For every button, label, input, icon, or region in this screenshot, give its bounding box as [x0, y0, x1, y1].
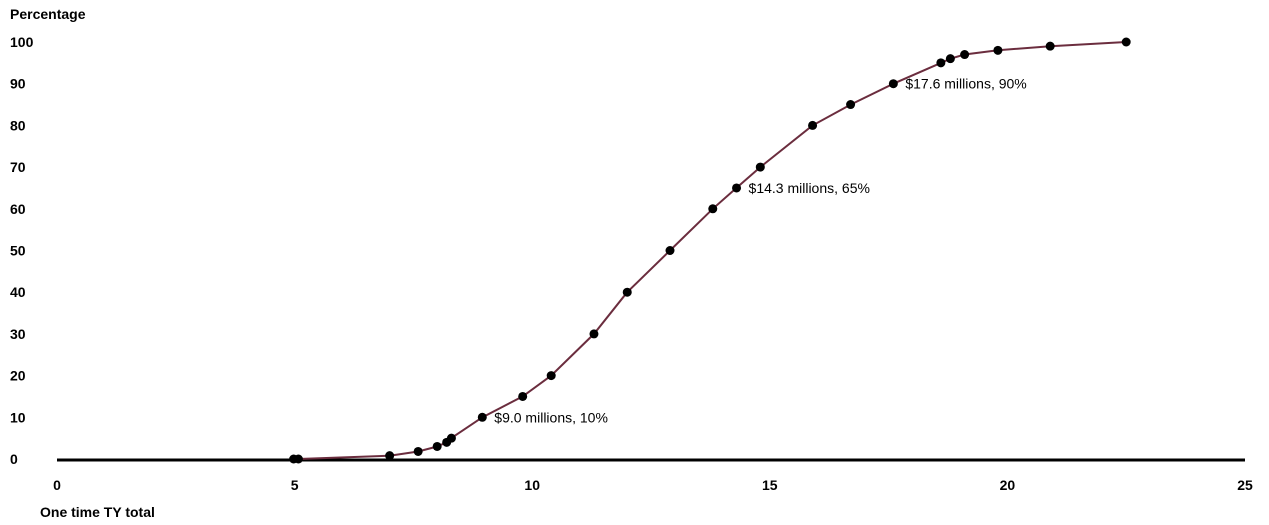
data-points	[289, 37, 1131, 464]
y-tick-label: 90	[10, 76, 26, 92]
data-point	[413, 446, 423, 456]
y-tick-label: 100	[10, 34, 34, 50]
data-point	[960, 50, 970, 60]
y-tick-label: 30	[10, 326, 26, 342]
data-point	[518, 391, 528, 401]
data-point	[708, 204, 718, 214]
data-point	[945, 54, 955, 64]
data-point	[755, 162, 765, 172]
data-point	[936, 58, 946, 68]
x-tick-label: 20	[1000, 477, 1016, 493]
data-point	[665, 246, 675, 255]
y-tick-label: 40	[10, 284, 26, 300]
point-annotation: $9.0 millions, 10%	[494, 409, 608, 425]
data-point	[432, 441, 442, 451]
y-tick-label: 50	[10, 243, 26, 259]
data-point	[477, 412, 487, 422]
y-axis-ticks: 0 10 20 30 40 50 60 70 80 90 100	[10, 34, 34, 467]
data-point	[546, 371, 556, 381]
y-tick-label: 20	[10, 368, 26, 384]
annotations: $9.0 millions, 10% $14.3 millions, 65% $17…	[494, 76, 1026, 426]
data-point	[846, 100, 856, 110]
data-point	[385, 451, 395, 461]
x-axis-ticks: 0 5 10 15 20 25	[53, 477, 1253, 493]
series-line	[293, 41, 1127, 460]
data-point	[293, 454, 303, 464]
data-point	[888, 79, 898, 89]
y-tick-label: 10	[10, 409, 26, 425]
data-point	[732, 183, 742, 193]
x-tick-label: 25	[1237, 477, 1253, 493]
y-tick-label: 60	[10, 201, 26, 217]
data-point	[1121, 37, 1131, 47]
data-point	[446, 433, 456, 443]
y-tick-label: 80	[10, 117, 26, 133]
y-axis-title: Percentage	[10, 6, 86, 22]
y-tick-label: 0	[10, 451, 18, 467]
data-point	[993, 45, 1003, 55]
x-tick-label: 15	[762, 477, 778, 493]
data-point	[589, 329, 599, 339]
point-annotation: $14.3 millions, 65%	[749, 180, 870, 196]
x-axis-title: One time TY total	[40, 504, 155, 520]
y-tick-label: 70	[10, 159, 26, 175]
data-point	[808, 120, 818, 130]
data-point	[622, 287, 632, 297]
x-tick-label: 5	[291, 477, 299, 493]
data-point	[1045, 41, 1055, 51]
x-tick-label: 0	[53, 477, 61, 493]
x-tick-label: 10	[524, 477, 540, 493]
point-annotation: $17.6 millions, 90%	[905, 76, 1026, 92]
